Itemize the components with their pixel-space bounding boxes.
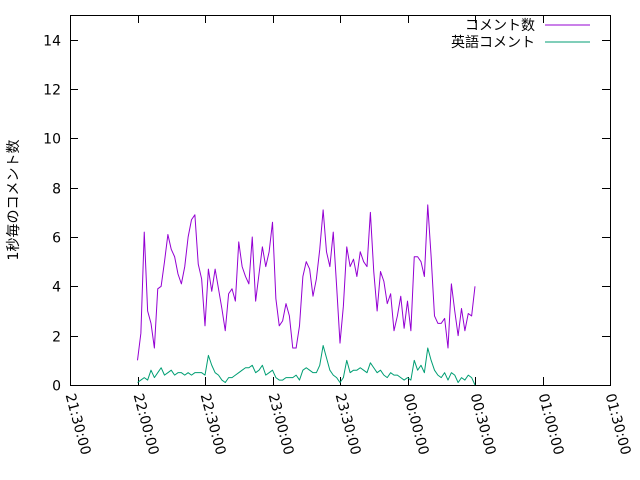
x-tick-label: 22:00:00	[130, 392, 162, 457]
x-tick-label: 00:30:00	[467, 392, 499, 457]
y-axis-ticks: 0 2 4 6 8 10 12 14	[43, 34, 610, 395]
y-tick-label: 12	[43, 83, 61, 99]
legend-label: コメント数	[465, 18, 535, 34]
x-tick-label: 23:30:00	[332, 392, 364, 457]
x-tick-label: 00:00:00	[400, 392, 432, 457]
x-tick-label: 22:30:00	[197, 392, 229, 457]
x-tick-label: 23:00:00	[265, 392, 297, 457]
y-tick-label: 6	[52, 231, 61, 247]
legend-label: 英語コメント	[451, 34, 535, 51]
series-line	[137, 345, 476, 386]
x-tick-label: 21:30:00	[62, 392, 94, 457]
x-tick-label: 01:00:00	[535, 392, 567, 457]
series-line	[137, 204, 476, 361]
y-tick-label: 14	[43, 34, 61, 50]
y-tick-label: 4	[52, 280, 61, 296]
x-axis-ticks: 21:30:00 22:00:00 22:30:00 23:00:00 23:30:00…	[62, 15, 634, 457]
x-tick-label: 01:30:00	[602, 392, 634, 457]
y-tick-label: 2	[52, 330, 61, 346]
y-axis-label: 1秒毎のコメント数	[6, 140, 22, 261]
series-lines	[137, 204, 476, 386]
y-tick-label: 10	[43, 132, 61, 148]
y-tick-label: 0	[52, 379, 61, 395]
y-tick-label: 8	[52, 182, 61, 198]
